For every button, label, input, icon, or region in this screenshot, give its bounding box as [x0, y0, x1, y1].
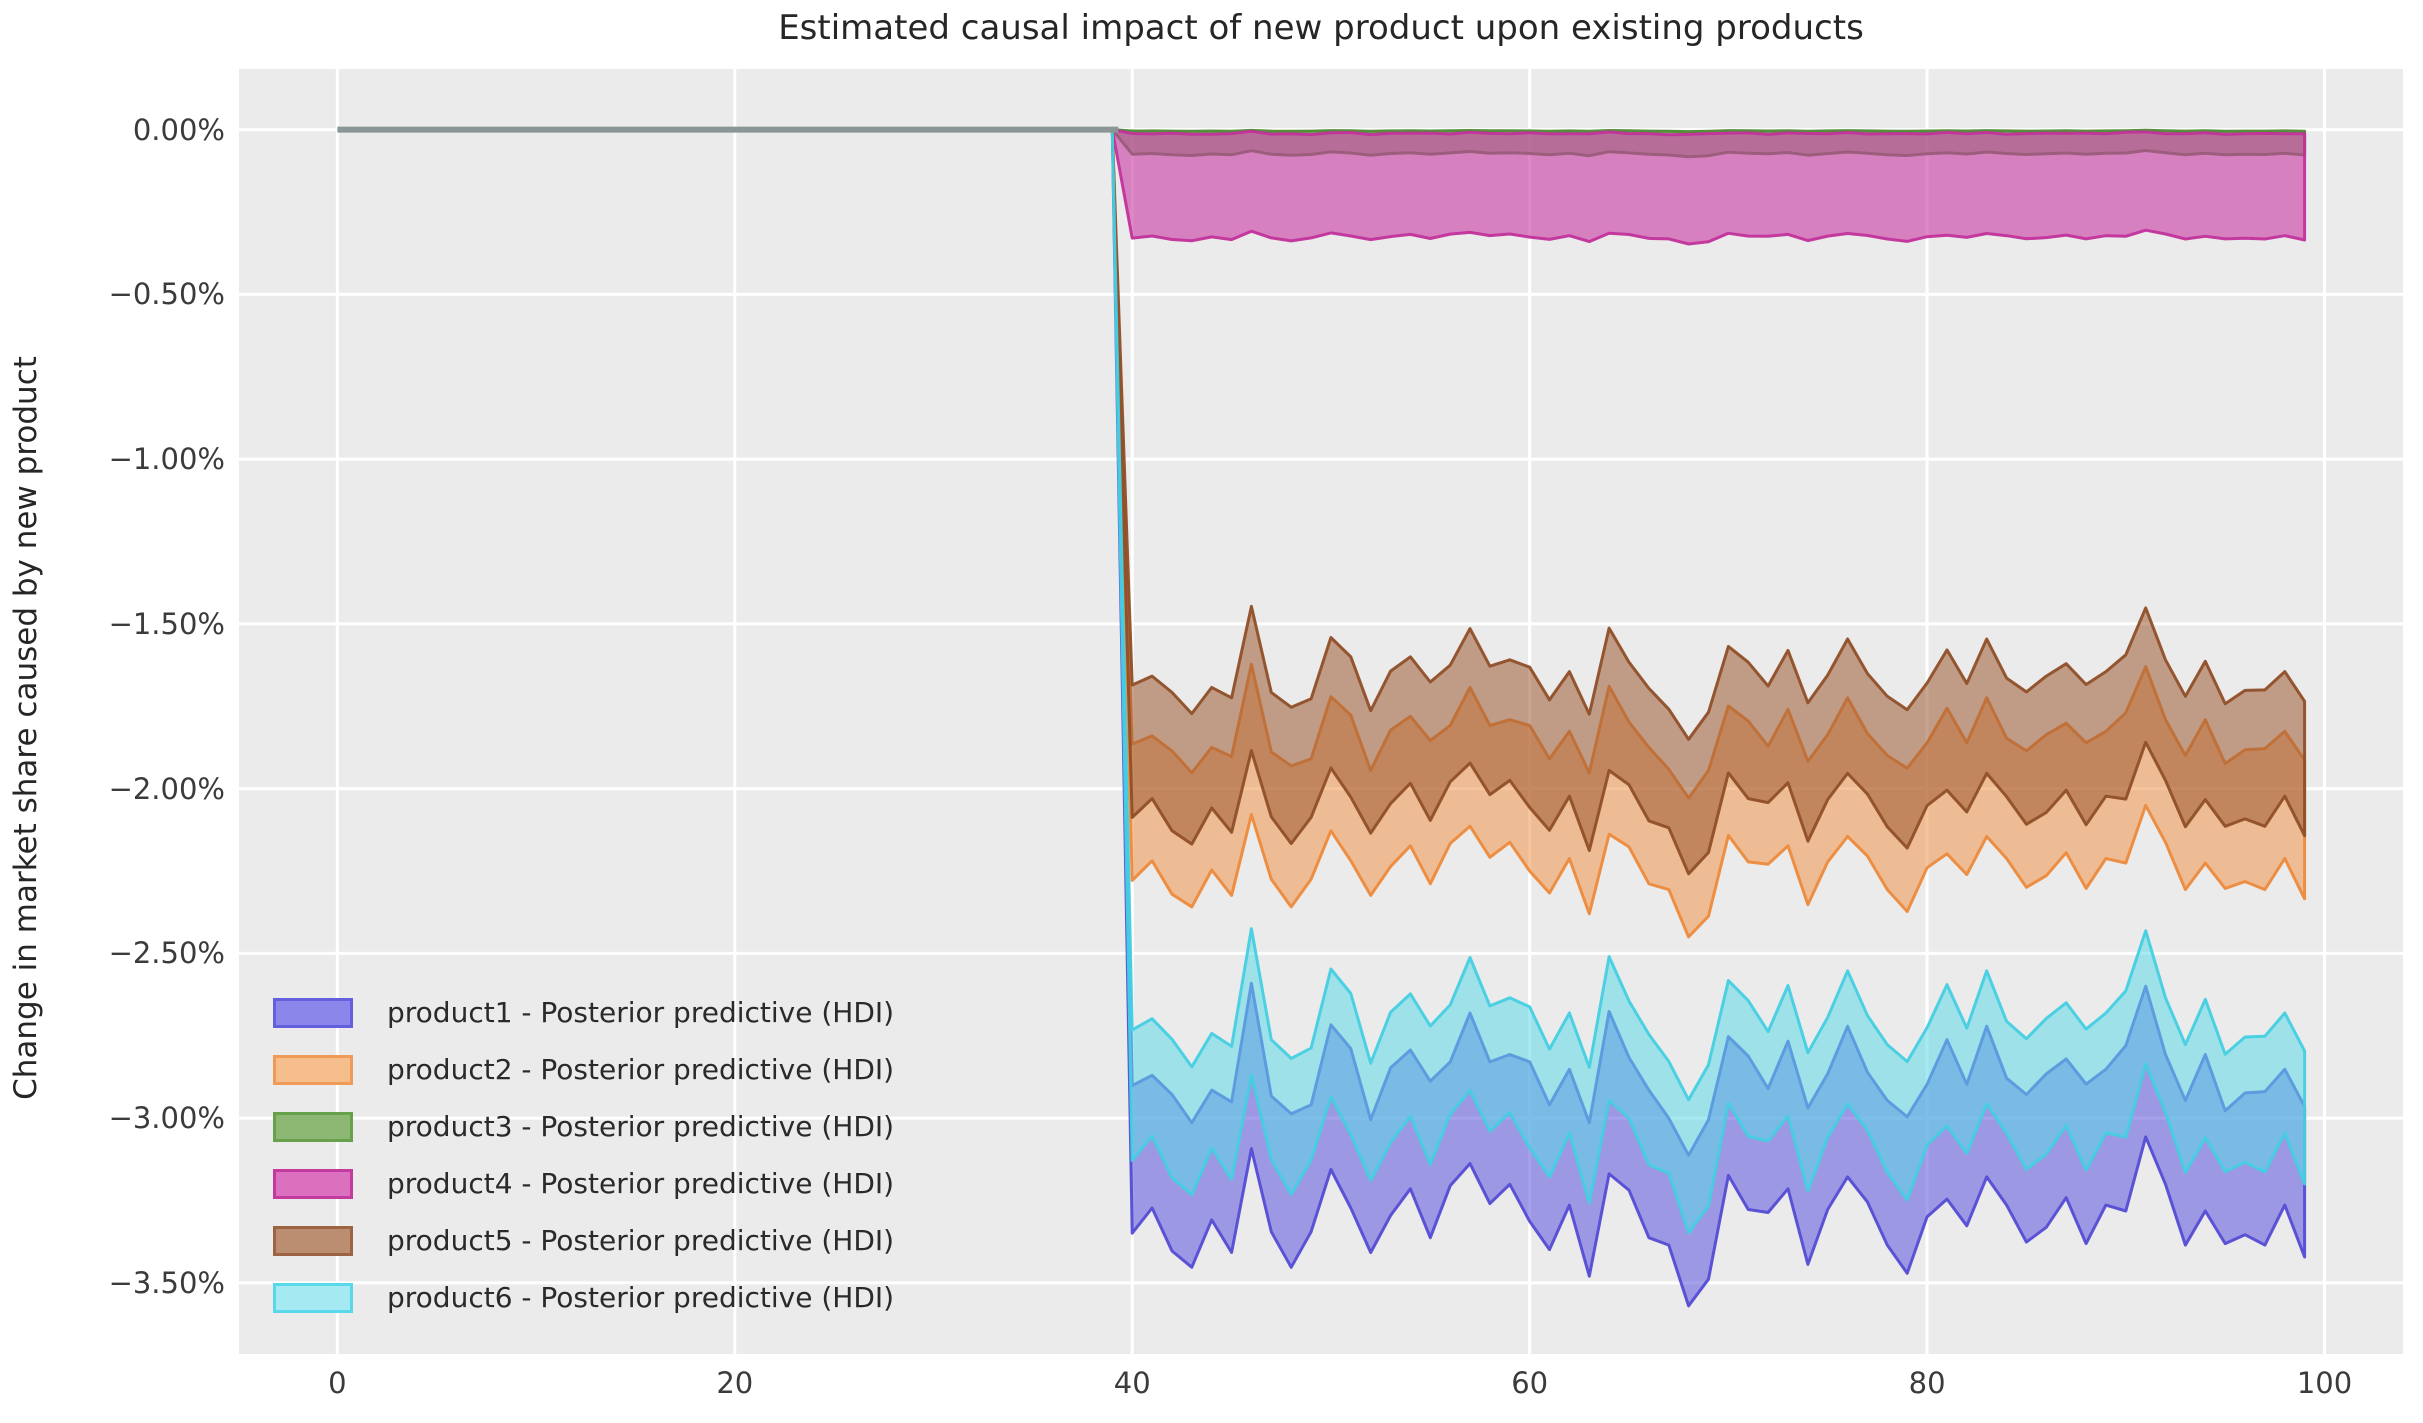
legend-item: product1 - Posterior predictive (HDI) [273, 998, 894, 1028]
x-tick-label: 20 [716, 1366, 754, 1400]
legend-label: product2 - Posterior predictive (HDI) [387, 1053, 895, 1086]
y-tick-label: −2.50% [108, 936, 225, 971]
legend-item: product4 - Posterior predictive (HDI) [273, 1169, 894, 1199]
x-tick-label: 60 [1511, 1366, 1549, 1400]
y-tick-label: −3.00% [108, 1101, 225, 1136]
y-tick-label: −3.50% [108, 1265, 225, 1300]
legend-swatch [273, 1169, 353, 1199]
legend-item: product2 - Posterior predictive (HDI) [273, 1055, 894, 1085]
hdi-band-product6 [1110, 128, 2307, 1235]
hdi-band-product5 [1110, 128, 2307, 876]
x-tick-label: 80 [1908, 1366, 1946, 1400]
legend-swatch [273, 1283, 353, 1313]
y-tick-label: −2.00% [108, 771, 225, 806]
legend: product1 - Posterior predictive (HDI) pro… [273, 998, 894, 1340]
legend-item: product5 - Posterior predictive (HDI) [273, 1226, 894, 1256]
legend-label: product3 - Posterior predictive (HDI) [387, 1110, 895, 1143]
x-tick-label: 0 [328, 1366, 347, 1400]
legend-swatch [273, 998, 353, 1028]
chart-title: Estimated causal impact of new product u… [778, 8, 1864, 48]
legend-swatch [273, 1112, 353, 1142]
y-tick-label: −0.50% [108, 277, 225, 312]
y-tick-label: −1.00% [108, 442, 225, 477]
legend-swatch [273, 1055, 353, 1085]
x-tick-label: 40 [1113, 1366, 1151, 1400]
legend-swatch [273, 1226, 353, 1256]
x-tick-label: 100 [2296, 1366, 2353, 1400]
legend-item: product3 - Posterior predictive (HDI) [273, 1112, 894, 1142]
plot-area: product1 - Posterior predictive (HDI) pro… [239, 69, 2403, 1354]
legend-label: product4 - Posterior predictive (HDI) [387, 1167, 895, 1200]
legend-label: product1 - Posterior predictive (HDI) [387, 996, 895, 1029]
chart-canvas [239, 69, 2403, 1354]
legend-label: product5 - Posterior predictive (HDI) [387, 1224, 895, 1257]
legend-item: product6 - Posterior predictive (HDI) [273, 1283, 894, 1313]
y-tick-label: −1.50% [108, 606, 225, 641]
hdi-band-product4 [1110, 128, 2307, 246]
y-tick-label: 0.00% [132, 112, 225, 147]
legend-label: product6 - Posterior predictive (HDI) [387, 1281, 895, 1314]
